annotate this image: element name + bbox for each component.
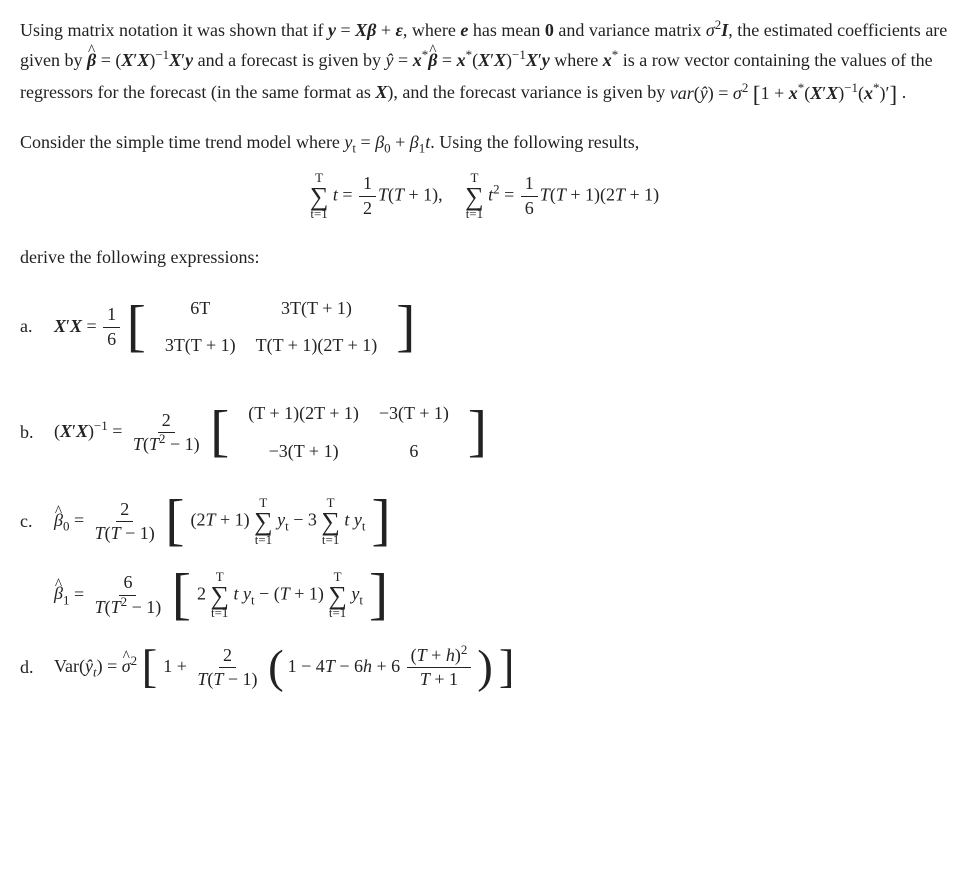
- consider-paragraph: Consider the simple time trend model whe…: [20, 128, 949, 158]
- item-c-beta1: β1 = 6T(T2 − 1) [ 2 T∑t=1 t yt − (T + 1)…: [20, 571, 949, 620]
- item-a: a. X′X = 16 [ 6T3T(T + 1) 3T(T + 1)T(T +…: [20, 287, 949, 368]
- derive-label: derive the following expressions:: [20, 243, 949, 273]
- item-d: d. Var(ŷt) = σ2 [ 1 + 2T(T − 1) ( 1 − 4T…: [20, 644, 949, 692]
- intro-paragraph: Using matrix notation it was shown that …: [20, 16, 949, 114]
- item-c-beta0: c. β0 = 2T(T − 1) [ (2T + 1) T∑t=1 yt − …: [20, 497, 949, 546]
- sum-identities: T∑t=1 t = 12T(T + 1), T∑t=1 t2 = 16T(T +…: [20, 172, 949, 221]
- item-b: b. (X′X)−1 = 2T(T2 − 1) [ (T + 1)(2T + 1…: [20, 392, 949, 473]
